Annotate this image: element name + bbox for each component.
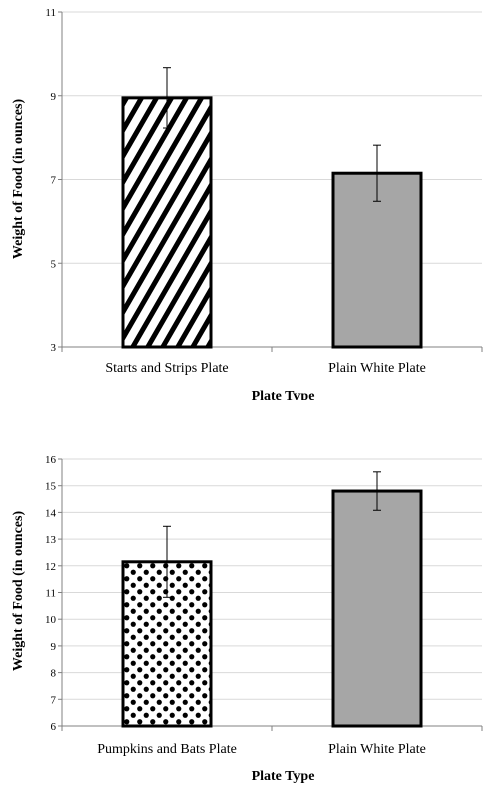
y-tick-label: 6 [51,721,57,733]
x-axis-label: Plate Type [252,389,315,400]
y-tick-label: 8 [51,668,57,680]
y-tick-label: 10 [45,614,57,626]
category-label: Plain White Plate [328,742,426,757]
y-tick-label: 7 [51,175,57,187]
y-tick-label: 3 [51,342,57,354]
bar [331,171,423,349]
category-label: Pumpkins and Bats Plate [97,742,237,757]
category-label: Plain White Plate [328,361,426,376]
bar [331,489,423,728]
x-axis-label: Plate Type [252,769,315,784]
y-tick-label: 9 [51,641,57,653]
y-tick-label: 12 [45,561,56,573]
y-tick-label: 14 [45,507,57,519]
bar [121,96,213,349]
y-tick-label: 9 [51,91,57,103]
y-axis-label: Weight of Food (in ounces) [11,511,26,672]
chart-top: 3 5 7 9 11 Starts and Strips Plate Plain Whit… [11,7,483,400]
y-tick-label: 11 [45,7,56,19]
y-tick-label: 7 [51,694,57,706]
chart-bottom: 6 7 8 9 10 11 12 13 14 15 16 Pumpkins and Bats Pla… [11,454,483,784]
y-tick-label: 15 [45,481,57,493]
y-axis-label: Weight of Food (in ounces) [11,99,26,260]
category-label: Starts and Strips Plate [105,361,228,376]
y-tick-label: 16 [45,454,57,466]
y-tick-label: 11 [45,588,56,600]
y-tick-label: 5 [51,258,57,270]
y-tick-label: 13 [45,534,57,546]
